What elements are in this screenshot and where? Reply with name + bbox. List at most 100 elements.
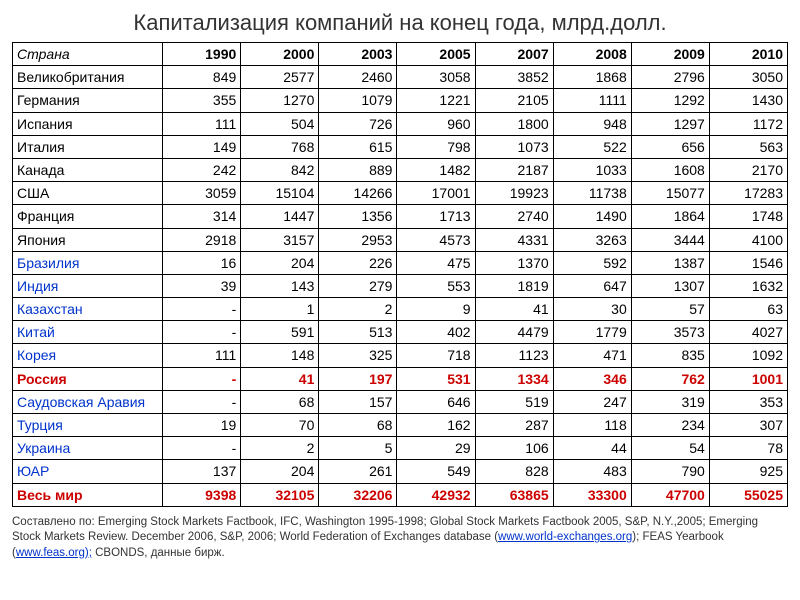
value-cell: 2918 (163, 228, 241, 251)
value-cell: - (163, 298, 241, 321)
value-cell: 287 (475, 414, 553, 437)
value-cell: 29 (397, 437, 475, 460)
value-cell: 118 (553, 414, 631, 437)
table-row: Франция3141447135617132740149018641748 (13, 205, 788, 228)
value-cell: 522 (553, 135, 631, 158)
value-cell: 1033 (553, 158, 631, 181)
value-cell: 78 (709, 437, 787, 460)
value-cell: 1482 (397, 158, 475, 181)
value-cell: 402 (397, 321, 475, 344)
value-cell: 718 (397, 344, 475, 367)
value-cell: 1079 (319, 89, 397, 112)
value-cell: 475 (397, 251, 475, 274)
footnote-link-2[interactable]: www.feas.org); (16, 547, 92, 559)
table-row: Казахстан-12941305763 (13, 298, 788, 321)
value-cell: 1270 (241, 89, 319, 112)
value-cell: 483 (553, 460, 631, 483)
value-cell: 960 (397, 112, 475, 135)
value-cell: 16 (163, 251, 241, 274)
country-cell: Германия (13, 89, 163, 112)
value-cell: 14266 (319, 182, 397, 205)
value-cell: 9398 (163, 483, 241, 506)
value-cell: 531 (397, 367, 475, 390)
country-cell: Канада (13, 158, 163, 181)
table-row: США3059151041426617001199231173815077172… (13, 182, 788, 205)
value-cell: 325 (319, 344, 397, 367)
table-row: ЮАР137204261549828483790925 (13, 460, 788, 483)
value-cell: 54 (631, 437, 709, 460)
value-cell: 471 (553, 344, 631, 367)
table-row: Италия1497686157981073522656563 (13, 135, 788, 158)
table-row: Весь мир93983210532206429326386533300477… (13, 483, 788, 506)
value-cell: 1819 (475, 274, 553, 297)
value-cell: 762 (631, 367, 709, 390)
value-cell: 44 (553, 437, 631, 460)
country-cell: Казахстан (13, 298, 163, 321)
value-cell: 247 (553, 390, 631, 413)
value-cell: 162 (397, 414, 475, 437)
value-cell: - (163, 367, 241, 390)
value-cell: 513 (319, 321, 397, 344)
value-cell: 504 (241, 112, 319, 135)
col-header-year: 2010 (709, 43, 787, 66)
table-row: Канада24284288914822187103316082170 (13, 158, 788, 181)
value-cell: 33300 (553, 483, 631, 506)
value-cell: 1370 (475, 251, 553, 274)
value-cell: 1001 (709, 367, 787, 390)
value-cell: 1800 (475, 112, 553, 135)
value-cell: 157 (319, 390, 397, 413)
country-cell: Италия (13, 135, 163, 158)
value-cell: 2460 (319, 66, 397, 89)
value-cell: 798 (397, 135, 475, 158)
table-row: Турция197068162287118234307 (13, 414, 788, 437)
value-cell: 197 (319, 367, 397, 390)
value-cell: 17001 (397, 182, 475, 205)
value-cell: 948 (553, 112, 631, 135)
country-cell: Саудовская Аравия (13, 390, 163, 413)
value-cell: 19923 (475, 182, 553, 205)
value-cell: 353 (709, 390, 787, 413)
value-cell: - (163, 390, 241, 413)
value-cell: 32206 (319, 483, 397, 506)
value-cell: 1172 (709, 112, 787, 135)
value-cell: 106 (475, 437, 553, 460)
footnote-text: CBONDS, данные бирж. (92, 547, 225, 559)
value-cell: 137 (163, 460, 241, 483)
page-title: Капитализация компаний на конец года, мл… (12, 10, 788, 36)
footnote: Составлено по: Emerging Stock Markets Fa… (12, 515, 788, 562)
country-cell: Турция (13, 414, 163, 437)
country-cell: Весь мир (13, 483, 163, 506)
table-head: Страна19902000200320052007200820092010 (13, 43, 788, 66)
value-cell: 790 (631, 460, 709, 483)
value-cell: 3573 (631, 321, 709, 344)
value-cell: 319 (631, 390, 709, 413)
col-header-year: 2008 (553, 43, 631, 66)
value-cell: 68 (241, 390, 319, 413)
table-row: Индия39143279553181964713071632 (13, 274, 788, 297)
value-cell: 111 (163, 344, 241, 367)
table-row: Россия-4119753113343467621001 (13, 367, 788, 390)
value-cell: 1356 (319, 205, 397, 228)
value-cell: 4100 (709, 228, 787, 251)
capitalization-table: Страна19902000200320052007200820092010 В… (12, 42, 788, 507)
value-cell: 1779 (553, 321, 631, 344)
value-cell: 279 (319, 274, 397, 297)
value-cell: 17283 (709, 182, 787, 205)
value-cell: 1073 (475, 135, 553, 158)
value-cell: 3157 (241, 228, 319, 251)
value-cell: 42932 (397, 483, 475, 506)
value-cell: 30 (553, 298, 631, 321)
value-cell: 314 (163, 205, 241, 228)
value-cell: 2953 (319, 228, 397, 251)
value-cell: 1387 (631, 251, 709, 274)
country-cell: Великобритания (13, 66, 163, 89)
value-cell: 3059 (163, 182, 241, 205)
footnote-link-1[interactable]: www.world-exchanges.org (498, 531, 632, 543)
value-cell: 2 (319, 298, 397, 321)
value-cell: 828 (475, 460, 553, 483)
value-cell: 842 (241, 158, 319, 181)
value-cell: 1123 (475, 344, 553, 367)
value-cell: 2796 (631, 66, 709, 89)
table-body: Великобритания84925772460305838521868279… (13, 66, 788, 507)
value-cell: 204 (241, 251, 319, 274)
